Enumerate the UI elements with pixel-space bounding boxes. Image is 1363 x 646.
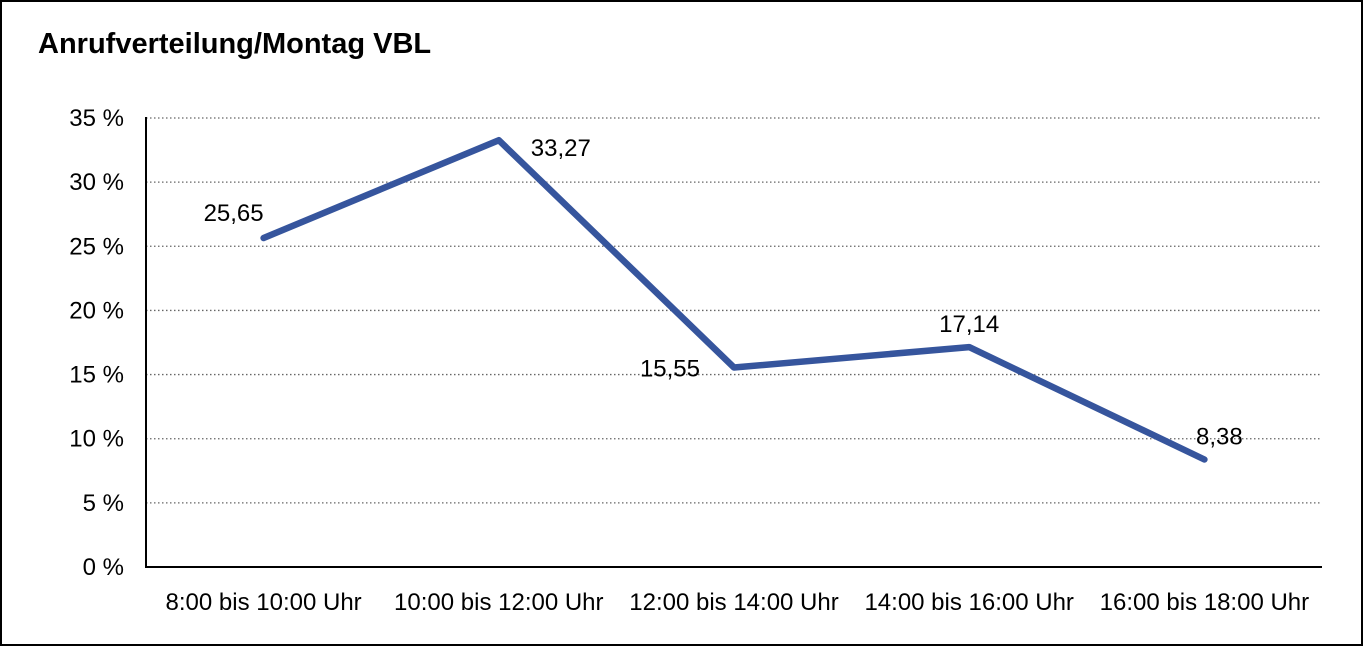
x-tick-label: 16:00 bis 18:00 Uhr (1100, 589, 1309, 616)
x-tick-label: 10:00 bis 12:00 Uhr (394, 589, 603, 616)
value-label: 33,27 (531, 135, 591, 162)
y-tick-label: 35 % (69, 105, 124, 132)
y-tick-label: 0 % (83, 554, 124, 581)
y-tick-label: 20 % (69, 297, 124, 324)
value-label: 25,65 (204, 200, 264, 227)
y-tick-label: 25 % (69, 233, 124, 260)
x-tick-label: 12:00 bis 14:00 Uhr (629, 589, 838, 616)
value-label: 8,38 (1196, 423, 1243, 450)
y-tick-label: 15 % (69, 362, 124, 389)
y-tick-label: 10 % (69, 426, 124, 453)
y-tick-label: 5 % (83, 490, 124, 517)
series-line (260, 136, 1208, 463)
y-tick-label: 30 % (69, 169, 124, 196)
x-tick-label: 14:00 bis 16:00 Uhr (864, 589, 1073, 616)
value-label: 15,55 (640, 356, 700, 383)
chart-title: Anrufverteilung/Montag VBL (38, 28, 432, 60)
x-tick-label: 8:00 bis 10:00 Uhr (166, 589, 362, 616)
value-label: 17,14 (939, 311, 999, 338)
